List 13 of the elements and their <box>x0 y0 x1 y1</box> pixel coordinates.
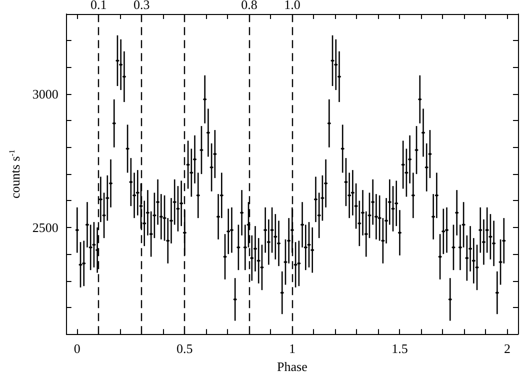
x-axis-title: Phase <box>277 359 308 374</box>
ref-line-label: 1.0 <box>284 0 300 12</box>
x-tick-label: 1 <box>288 341 296 356</box>
y-tick-label: 2500 <box>32 220 58 235</box>
y-tick-label: 3000 <box>32 86 58 102</box>
x-tick-label: 0 <box>74 341 80 356</box>
ref-line-label: 0.1 <box>90 0 107 12</box>
y-axis-title: counts s-1 <box>8 150 22 199</box>
ref-line-label: 0.8 <box>241 0 258 12</box>
ref-line-label: 0.3 <box>134 0 150 12</box>
x-tick-label: 2 <box>504 341 510 356</box>
x-tick-label: 0.5 <box>176 341 193 356</box>
x-tick-label: 1.5 <box>392 341 408 356</box>
